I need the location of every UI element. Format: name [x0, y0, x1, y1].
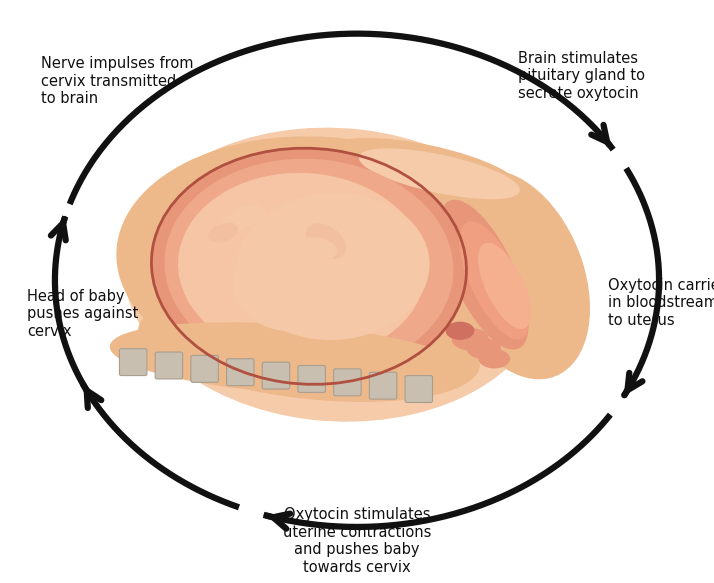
Ellipse shape: [453, 328, 488, 350]
Ellipse shape: [326, 204, 388, 244]
Text: Brain stimulates
pituitary gland to
secrete oxytocin: Brain stimulates pituitary gland to secr…: [518, 51, 645, 101]
Ellipse shape: [306, 224, 346, 258]
Ellipse shape: [285, 248, 319, 268]
Ellipse shape: [460, 222, 528, 339]
Ellipse shape: [237, 193, 429, 339]
Ellipse shape: [479, 244, 531, 328]
FancyBboxPatch shape: [405, 375, 433, 402]
FancyBboxPatch shape: [333, 369, 361, 396]
Text: Head of baby
pushes against
cervix: Head of baby pushes against cervix: [27, 289, 139, 339]
Ellipse shape: [209, 223, 237, 242]
Ellipse shape: [217, 215, 250, 234]
Text: Oxytocin stimulates
uterine contractions
and pushes baby
towards cervix: Oxytocin stimulates uterine contractions…: [283, 507, 431, 575]
FancyBboxPatch shape: [369, 372, 397, 399]
Ellipse shape: [151, 148, 466, 384]
Ellipse shape: [441, 171, 589, 378]
Ellipse shape: [333, 139, 519, 198]
FancyBboxPatch shape: [298, 366, 326, 392]
Ellipse shape: [296, 238, 336, 261]
Ellipse shape: [468, 339, 501, 359]
Ellipse shape: [124, 128, 548, 421]
Circle shape: [233, 236, 350, 331]
Ellipse shape: [446, 322, 473, 339]
FancyBboxPatch shape: [155, 352, 183, 379]
Ellipse shape: [315, 215, 365, 256]
FancyBboxPatch shape: [119, 349, 147, 375]
Text: Nerve impulses from
cervix transmitted
to brain: Nerve impulses from cervix transmitted t…: [41, 57, 193, 106]
FancyBboxPatch shape: [262, 362, 290, 389]
Ellipse shape: [178, 174, 426, 359]
Ellipse shape: [360, 149, 519, 199]
Ellipse shape: [117, 137, 515, 384]
Ellipse shape: [440, 201, 528, 349]
Ellipse shape: [229, 205, 266, 226]
Text: Oxytocin carried
in bloodstream
to uterus: Oxytocin carried in bloodstream to uteru…: [608, 278, 714, 328]
Ellipse shape: [111, 323, 466, 395]
Ellipse shape: [139, 294, 479, 401]
Ellipse shape: [165, 159, 453, 373]
Ellipse shape: [479, 350, 509, 368]
FancyBboxPatch shape: [191, 356, 218, 382]
FancyBboxPatch shape: [226, 359, 254, 386]
